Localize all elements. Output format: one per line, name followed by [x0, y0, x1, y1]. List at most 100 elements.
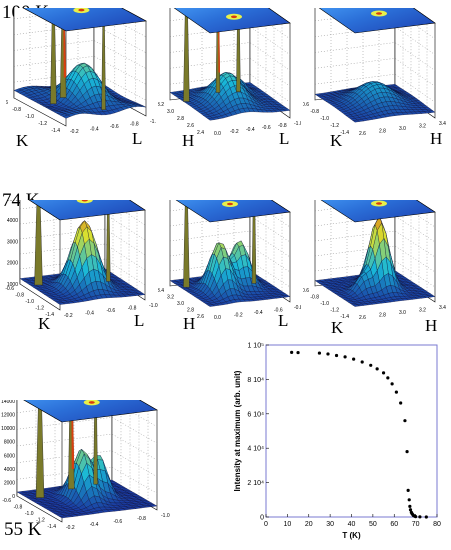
floor-tick-label: 3.2	[419, 308, 426, 314]
top-projection-plane	[23, 400, 158, 423]
floor-tick-label: -1.0	[25, 114, 34, 120]
data-point	[290, 350, 294, 354]
floor-tick-label: 3.4	[158, 288, 164, 294]
floor-tick-label: -1.0	[149, 303, 158, 309]
floor-tick-label: -0.8	[15, 293, 24, 299]
floor-tick-label: -0.8	[14, 505, 23, 511]
data-point	[369, 363, 373, 367]
floor-tick-label: -0.4	[90, 127, 99, 133]
floor-tick-label: -1.0	[161, 513, 170, 519]
surface-mesh	[314, 215, 436, 307]
data-point	[418, 515, 422, 519]
floor-tick-label: -0.6	[114, 519, 123, 525]
floor-tick-label: 3.2	[158, 102, 164, 108]
z-tick-label: 5000	[7, 200, 18, 203]
x-tick-label: 40	[348, 521, 356, 528]
axis-letter-h: H	[430, 129, 443, 148]
x-tick-label: 60	[390, 521, 398, 528]
data-point	[407, 498, 411, 502]
floor-tick-label: -1.0	[25, 511, 34, 517]
temp-label-55k: 55 K	[4, 519, 42, 540]
floor-tick-label: -0.8	[278, 123, 287, 129]
axis-letter-l: L	[278, 311, 289, 330]
floor-tick-label: -1.4	[47, 524, 56, 530]
floor-tick-label: -1.0	[150, 119, 156, 125]
data-point	[403, 419, 407, 423]
floor-tick-label: -1.4	[340, 130, 349, 136]
floor-tick-label: 2.8	[187, 308, 194, 314]
floor-tick-label: -0.6	[303, 102, 309, 108]
data-point	[406, 488, 410, 492]
floor-tick-label: 2.6	[197, 314, 204, 320]
floor-tick-label: 2.4	[197, 130, 204, 136]
top-projection-plane	[318, 8, 436, 34]
data-point	[408, 504, 412, 508]
z-tick-label: 1000	[7, 282, 18, 288]
y-tick-label: 1 10⁵	[247, 343, 264, 350]
floor-tick-label: -0.4	[246, 127, 255, 133]
floor-tick-label: -0.8	[130, 122, 139, 128]
surface-panel-100k-kh: -0.6-0.8-1.0-1.2-1.4 2.6 2.8 3.0 3.2 3.4	[303, 8, 446, 137]
floor-tick-label: -0.8	[294, 305, 301, 311]
z-tick-label: 4000	[7, 218, 18, 224]
floor-tick-label: -0.6	[6, 100, 8, 106]
x-tick-label: 50	[369, 521, 377, 528]
floor-tick-label: 2.6	[359, 315, 366, 321]
floor-tick-label: -0.4	[85, 311, 94, 317]
grid-line	[19, 200, 146, 226]
floor-tick-label: -1.0	[294, 121, 301, 127]
floor-tick-label: -0.6	[2, 498, 11, 504]
surface-panel-74k-kh: -0.6-0.8-1.0-1.2-1.4 2.6 2.8 3.0 3.2 3.4	[303, 200, 446, 321]
floor-tick-label: 2.8	[379, 313, 386, 319]
floor-tick-label: -0.8	[310, 295, 319, 301]
floor-tick-label: 3.4	[439, 121, 446, 127]
top-projection-plane	[175, 200, 291, 223]
floor-tick-label: 0.0	[214, 131, 221, 137]
data-point	[317, 351, 322, 355]
axis-letter-k: K	[16, 131, 29, 150]
data-point	[326, 352, 330, 356]
grid-line	[19, 213, 146, 241]
floor-tick-label: 3.0	[399, 126, 406, 132]
axis-letter-k: K	[330, 131, 343, 150]
surface-cell	[207, 117, 215, 121]
floor-tick-label: 2.6	[187, 123, 194, 129]
surface-mesh	[314, 81, 436, 123]
axis-letter-k: K	[331, 318, 344, 337]
z-tick-label: 4000	[4, 467, 15, 473]
floor-tick-label: -0.2	[230, 129, 239, 135]
axis-letter-h: H	[425, 316, 438, 335]
axis-letter-l: L	[279, 129, 290, 148]
z-tick-label: 0	[12, 494, 15, 500]
z-tick-label: 3000	[7, 239, 18, 245]
axis-letter-l: L	[134, 311, 145, 330]
floor-tick-label: -0.6	[110, 124, 119, 130]
data-point	[381, 371, 386, 375]
top-projection-spot-center	[227, 202, 233, 206]
axis-letter-l: L	[132, 129, 143, 148]
floor-tick-label: 3.2	[167, 295, 174, 301]
top-projection-plane	[28, 200, 146, 221]
data-point	[334, 353, 339, 358]
data-point	[399, 401, 403, 405]
floor-tick-label: 3.0	[177, 301, 184, 307]
x-tick-label: 70	[412, 521, 420, 528]
top-projection-plane	[22, 8, 147, 32]
floor-tick-label: -1.2	[330, 308, 339, 314]
surface-panel-55k-kl: -0.6-0.8-1.0-1.2-1.4 -0.2 -0.4 -0.6 -0.8 -1.0…	[1, 400, 170, 531]
axis-letter-k: K	[38, 314, 51, 333]
surface-cell	[352, 119, 360, 123]
floor-tick-label: -0.6	[274, 308, 283, 314]
top-projection-spot-center	[376, 202, 382, 205]
floor-tick-label: -0.4	[254, 310, 263, 316]
floor-tick-label: -1.2	[38, 121, 47, 127]
floor-tick-label: -0.8	[128, 306, 137, 312]
floor-tick-label: -0.6	[5, 286, 14, 292]
floor-tick-label: 3.0	[167, 109, 174, 115]
y-axis-label: Intensity at maximum (arb. unit)	[233, 370, 242, 491]
z-tick-label: 8000	[4, 440, 15, 446]
floor-tick-label: -1.0	[25, 299, 34, 305]
x-tick-label: 10	[283, 521, 291, 528]
bragg-peak	[106, 200, 111, 282]
bragg-peak	[251, 200, 257, 284]
